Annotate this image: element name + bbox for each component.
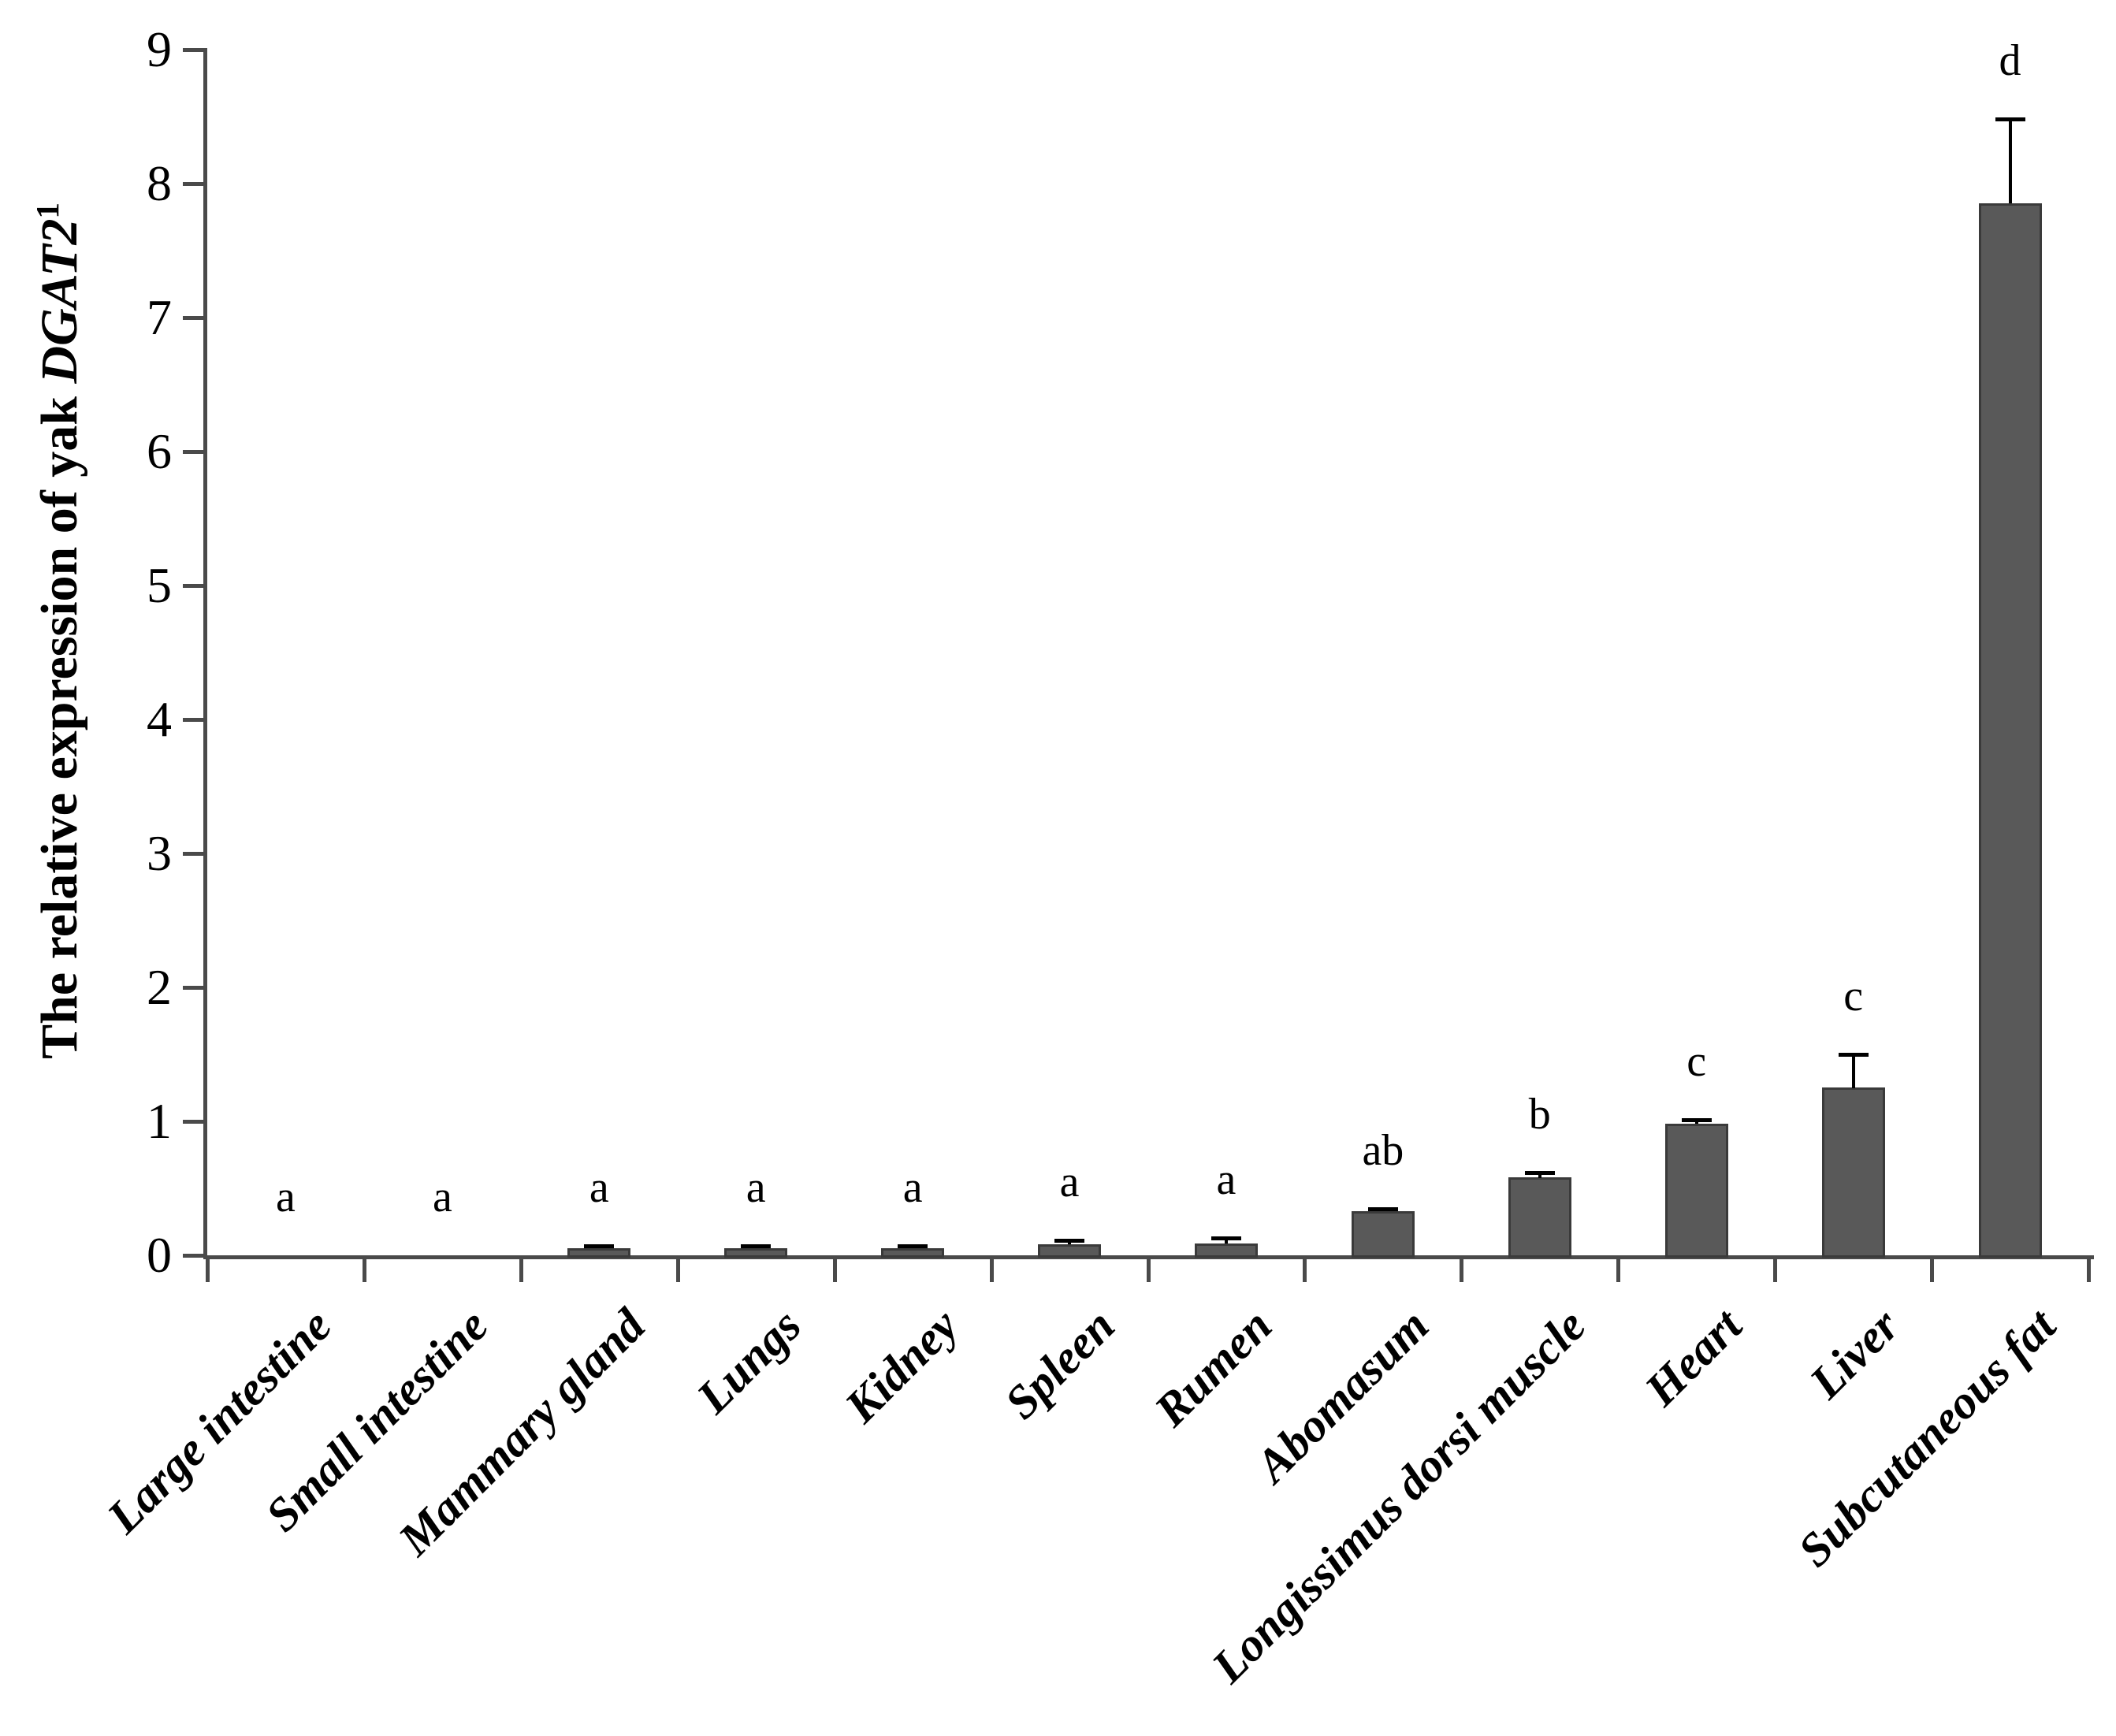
sig-letter-longissimus-dorsi-muscle: b: [1528, 1089, 1551, 1139]
x-tick: [519, 1255, 523, 1282]
error-bar-subcutaneous-fat: [2008, 119, 2012, 203]
bar-rumen: [1194, 1243, 1258, 1258]
y-tick: [183, 584, 203, 588]
x-label-kidney: Kidney: [835, 1299, 969, 1433]
error-cap-abomasum: [1367, 1207, 1398, 1211]
x-label-spleen: Spleen: [995, 1299, 1125, 1429]
bar-lungs: [724, 1248, 788, 1258]
y-tick-label-8: 8: [147, 155, 172, 211]
y-tick-label-9: 9: [147, 21, 172, 77]
x-tick: [1773, 1255, 1778, 1282]
x-tick: [362, 1255, 366, 1282]
error-cap-liver: [1838, 1053, 1869, 1057]
error-cap-rumen: [1210, 1236, 1241, 1240]
sig-letter-subcutaneous-fat: d: [1999, 36, 2021, 86]
y-tick: [183, 316, 203, 320]
x-label-liver: Liver: [1799, 1299, 1909, 1409]
y-tick-label-4: 4: [147, 691, 172, 747]
error-cap-longissimus-dorsi-muscle: [1524, 1171, 1555, 1175]
y-tick-label-7: 7: [147, 289, 172, 345]
sig-letter-heart: c: [1686, 1037, 1707, 1087]
x-tick: [206, 1255, 210, 1282]
sig-letter-kidney: a: [902, 1163, 923, 1213]
y-tick-label-2: 2: [147, 959, 172, 1015]
y-tick: [183, 852, 203, 856]
x-label-lungs: Lungs: [686, 1299, 812, 1424]
error-bar-longissimus-dorsi-muscle: [1538, 1173, 1541, 1178]
bar-spleen: [1038, 1244, 1102, 1258]
y-tick-label-0: 0: [147, 1227, 172, 1283]
bar-kidney: [881, 1248, 945, 1258]
x-label-heart: Heart: [1634, 1299, 1752, 1416]
x-label-rumen: Rumen: [1144, 1299, 1282, 1437]
bar-longissimus-dorsi-muscle: [1508, 1177, 1571, 1258]
y-tick: [183, 450, 203, 454]
y-tick: [183, 48, 203, 52]
error-cap-mammary-gland: [584, 1244, 615, 1248]
sig-letter-liver: c: [1843, 972, 1864, 1020]
x-tick: [989, 1255, 994, 1282]
sig-letter-rumen: a: [1216, 1154, 1237, 1204]
x-tick: [1460, 1255, 1464, 1282]
error-bar-rumen: [1224, 1238, 1228, 1243]
y-tick: [183, 182, 203, 186]
x-tick: [2087, 1255, 2091, 1282]
x-tick: [1303, 1255, 1307, 1282]
error-cap-subcutaneous-fat: [1995, 117, 2025, 121]
error-cap-heart: [1681, 1118, 1712, 1122]
sig-letter-lungs: a: [746, 1163, 766, 1213]
bar-heart: [1664, 1124, 1728, 1258]
x-tick: [832, 1255, 837, 1282]
sig-letter-abomasum: ab: [1362, 1125, 1404, 1175]
error-cap-kidney: [898, 1244, 928, 1248]
y-tick-label-3: 3: [147, 825, 172, 881]
bar-liver: [1821, 1087, 1885, 1258]
y-tick: [183, 986, 203, 990]
error-cap-lungs: [741, 1244, 772, 1248]
y-tick: [183, 1254, 203, 1258]
sig-letter-spleen: a: [1059, 1158, 1080, 1207]
bar-abomasum: [1351, 1211, 1415, 1258]
y-tick-label-1: 1: [147, 1093, 172, 1149]
x-tick: [675, 1255, 680, 1282]
error-cap-spleen: [1054, 1239, 1085, 1243]
y-tick-label-6: 6: [147, 423, 172, 479]
y-tick-label-5: 5: [147, 557, 172, 613]
y-tick: [183, 718, 203, 722]
sig-letter-large-intestine: a: [276, 1173, 296, 1221]
sig-letter-mammary-gland: a: [589, 1163, 609, 1213]
y-tick: [183, 1120, 203, 1124]
x-tick: [1930, 1255, 1935, 1282]
x-tick: [1146, 1255, 1151, 1282]
bar-mammary-gland: [567, 1248, 631, 1258]
sig-letter-small-intestine: a: [432, 1173, 452, 1221]
x-tick: [1616, 1255, 1621, 1282]
y-axis-line: [203, 48, 207, 1259]
bar-subcutaneous-fat: [1978, 203, 2042, 1258]
error-bar-liver: [1851, 1054, 1855, 1088]
